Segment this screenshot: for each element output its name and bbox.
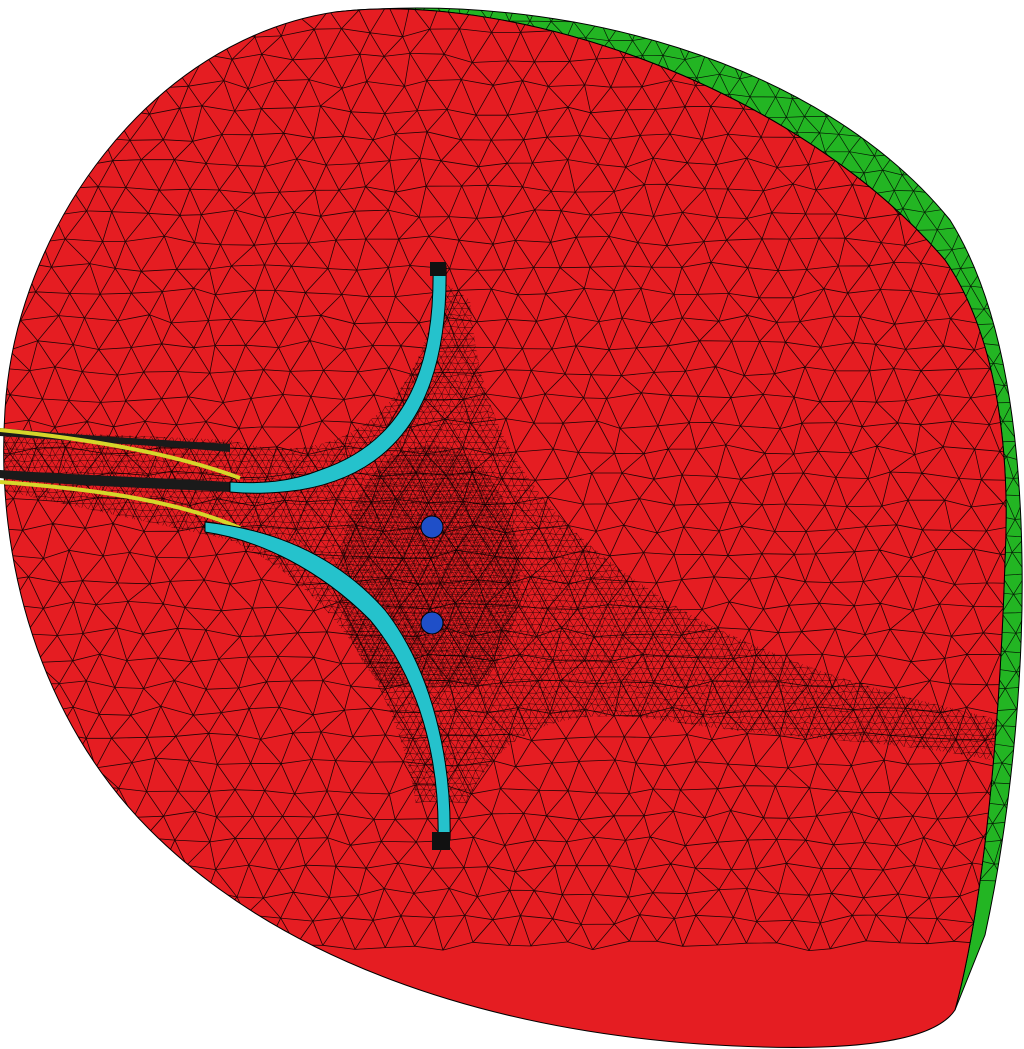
particle-group (420, 515, 444, 635)
lower-electrode (204, 521, 451, 850)
upper-electrode (229, 262, 447, 494)
particle-lower (420, 611, 444, 635)
inlet-channel (0, 428, 241, 530)
particle-upper (420, 515, 444, 539)
